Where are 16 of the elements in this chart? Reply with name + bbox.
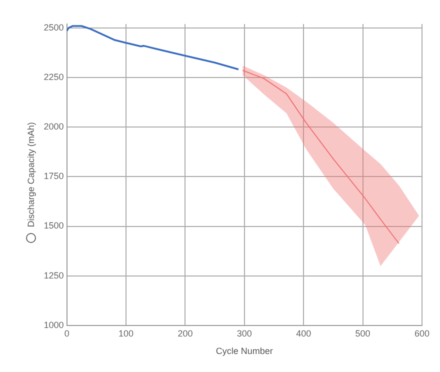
x-tick-label: 0	[64, 328, 70, 338]
x-tick-label: 300	[236, 328, 252, 338]
x-axis-title: Cycle Number	[216, 346, 273, 356]
y-tick-label: 2500	[44, 22, 64, 32]
x-tick-label: 400	[296, 328, 312, 338]
x-tick-label: 600	[414, 328, 430, 338]
y-tick-label: 1500	[44, 220, 64, 231]
y-tick-label: 1250	[44, 270, 64, 280]
y-tick-label: 1000	[44, 320, 64, 330]
y-tick-label: 2250	[44, 72, 64, 82]
x-tick-label: 100	[118, 328, 134, 338]
y-tick-label: 1750	[44, 171, 64, 182]
y-axis-title: Discharge Capacity (mAh)	[26, 122, 36, 228]
x-tick-label: 200	[178, 328, 193, 338]
y-tick-label: 2000	[44, 122, 64, 132]
x-tick-label: 500	[355, 328, 370, 338]
